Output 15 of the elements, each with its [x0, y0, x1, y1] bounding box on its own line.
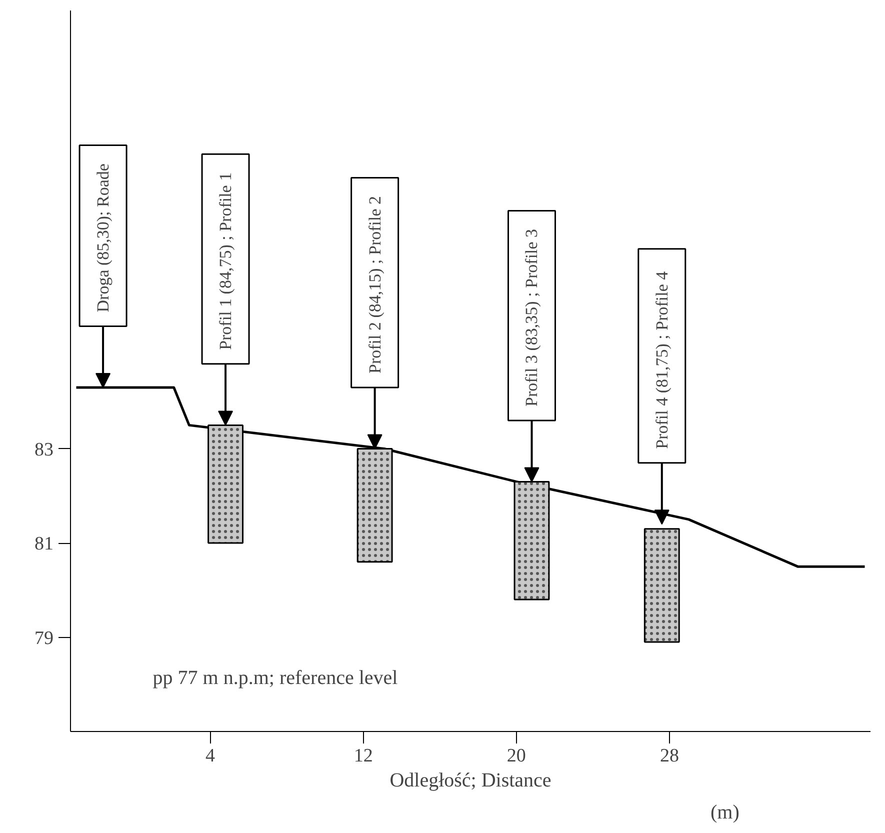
x-tick-label: 12: [354, 746, 373, 766]
annotation: pp 77 m n.p.m; reference level: [152, 667, 398, 690]
annotation: Profil 2 (84,15) ; Profile 2: [365, 196, 384, 374]
x-tick-label: 28: [660, 746, 680, 766]
y-tick-label: 83: [34, 439, 54, 460]
annotation: Droga (85,30); Roade: [94, 164, 113, 312]
annotation: Profil 1 (84,75) ; Profile 1: [216, 172, 236, 350]
x-tick-label: 20: [506, 746, 526, 766]
x-axis-title: Odległość; Distance: [390, 770, 552, 792]
text: (m): [710, 802, 740, 824]
annotation: Profil 4 (81,75) ; Profile 4: [652, 270, 672, 449]
annotation: Profil 3 (83,35) ; Profile 3: [522, 228, 542, 406]
y-tick-label: 79: [34, 628, 54, 649]
x-tick-label: 4: [205, 746, 216, 766]
y-tick-label: 81: [34, 534, 54, 555]
